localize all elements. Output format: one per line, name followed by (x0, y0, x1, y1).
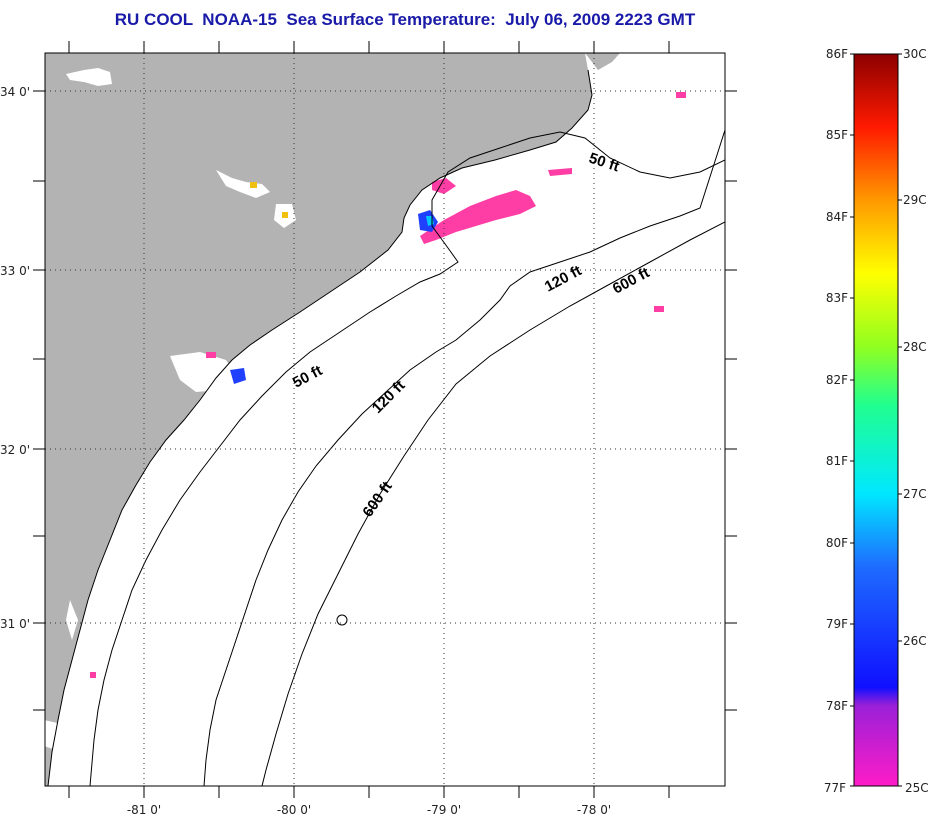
land-mass (45, 53, 592, 786)
lat-label: 31 0' (0, 617, 30, 631)
cloud-patch (45, 720, 68, 750)
colorbar-ticks (850, 53, 902, 787)
colorbar-label-f: 77F (824, 781, 846, 795)
isobath-120ft (203, 129, 725, 786)
sst-warm-patch (420, 190, 536, 244)
map-frame (44, 52, 726, 787)
colorbar-label-f: 80F (826, 536, 848, 550)
lat-label: 34 0' (0, 85, 30, 99)
sst-warm-patch (250, 182, 257, 188)
lon-label: -78 0' (577, 803, 611, 817)
colorbar-label-c: 28C (903, 340, 927, 354)
isobath-50ft (89, 131, 725, 786)
colorbar-label-f: 84F (826, 210, 848, 224)
sst-warm-patch (676, 92, 686, 98)
sst-warm-patch (282, 212, 288, 218)
colorbar-label-f: 85F (826, 128, 848, 142)
sst-warm-patch (90, 672, 96, 678)
colorbar-label-c: 25C (905, 781, 929, 795)
isobath-600ft (261, 221, 725, 786)
lon-label: -79 0' (427, 803, 461, 817)
cloud-patch (170, 352, 238, 392)
colorbar-label-f: 86F (826, 47, 848, 61)
sst-warm-patch (206, 352, 216, 358)
colorbar-label-f: 81F (826, 454, 848, 468)
lon-label: -81 0' (127, 803, 161, 817)
colorbar (853, 53, 899, 787)
colorbar-label-f: 82F (826, 373, 848, 387)
cloud-patch (66, 68, 112, 86)
colorbar-label-c: 30C (903, 47, 927, 61)
colorbar-label-c: 26C (903, 634, 927, 648)
sst-warm-patch (548, 168, 572, 176)
lon-label: -80 0' (277, 803, 311, 817)
colorbar-label-c: 29C (903, 193, 927, 207)
sst-warm-patch (654, 306, 664, 312)
colorbar-label-f: 78F (826, 699, 848, 713)
lat-label: 33 0' (0, 264, 30, 278)
cloud-patch (66, 600, 78, 640)
land-cape (585, 53, 620, 70)
colorbar-label-f: 83F (826, 291, 848, 305)
sst-cool-patch (230, 368, 246, 384)
coastline (47, 69, 593, 786)
cloud-patch (216, 170, 270, 198)
frame-ticks (33, 41, 737, 798)
lat-label: 32 0' (0, 443, 30, 457)
graticule (45, 53, 725, 786)
colorbar-label-c: 27C (903, 487, 927, 501)
map-title: RU COOL NOAA-15 Sea Surface Temperature:… (114, 10, 696, 29)
colorbar-label-f: 79F (826, 617, 848, 631)
seamount-contour (336, 614, 348, 626)
